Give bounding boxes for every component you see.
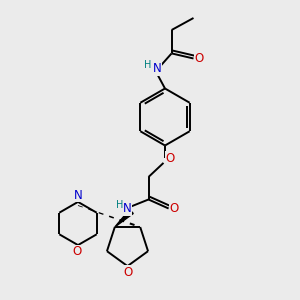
- Text: O: O: [73, 245, 82, 258]
- Text: N: N: [152, 62, 161, 76]
- Text: O: O: [124, 266, 133, 279]
- Text: O: O: [194, 52, 203, 65]
- Text: H: H: [144, 60, 152, 70]
- Text: H: H: [116, 200, 123, 210]
- Text: O: O: [166, 152, 175, 165]
- Text: N: N: [123, 202, 132, 215]
- Text: N: N: [74, 189, 82, 202]
- Polygon shape: [115, 209, 133, 227]
- Text: O: O: [169, 202, 178, 215]
